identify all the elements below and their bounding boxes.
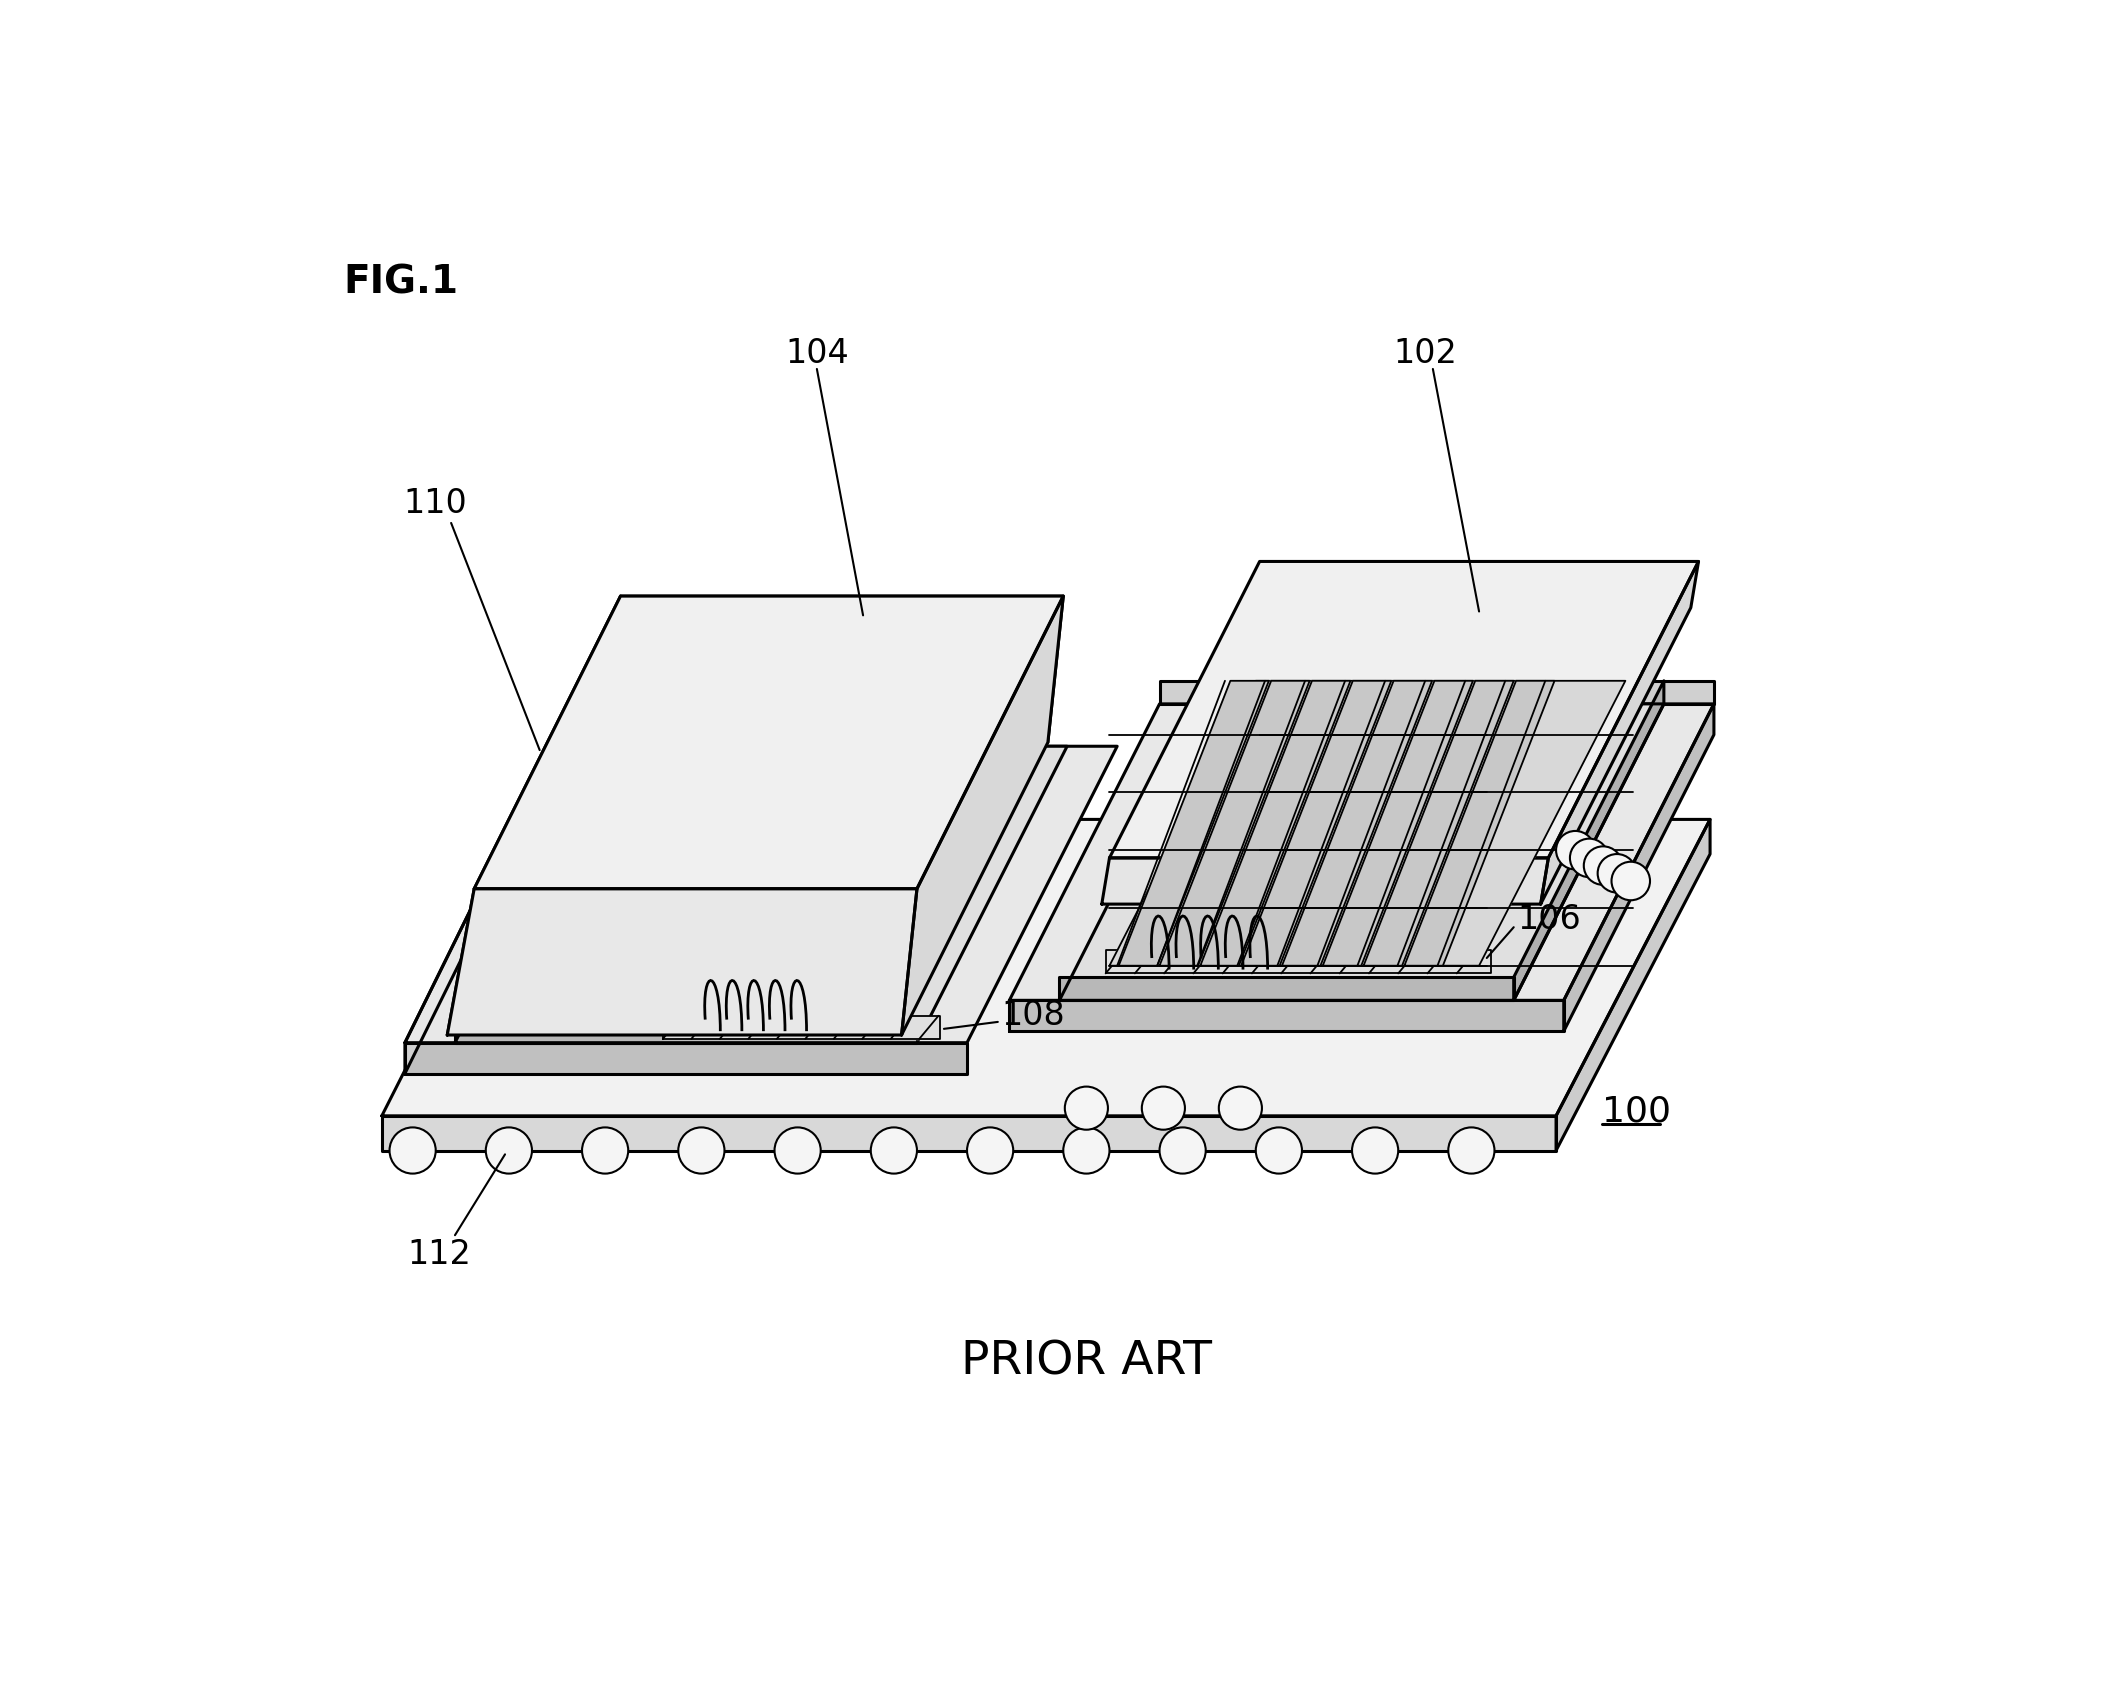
Polygon shape [1541, 561, 1699, 903]
Circle shape [1142, 1086, 1185, 1129]
Circle shape [1066, 1086, 1108, 1129]
Polygon shape [405, 746, 1117, 1042]
Polygon shape [1110, 561, 1699, 858]
Polygon shape [1159, 681, 1714, 703]
Circle shape [1555, 831, 1596, 870]
Circle shape [390, 1127, 437, 1173]
Polygon shape [1282, 681, 1432, 966]
Circle shape [485, 1127, 532, 1173]
Polygon shape [456, 746, 1068, 1042]
Polygon shape [405, 746, 551, 1073]
Text: 108: 108 [1002, 1000, 1066, 1032]
Polygon shape [456, 1020, 918, 1042]
Circle shape [1598, 854, 1636, 893]
Polygon shape [1564, 703, 1714, 1031]
Polygon shape [593, 597, 1064, 742]
Polygon shape [1322, 681, 1473, 966]
Polygon shape [1106, 951, 1490, 973]
Polygon shape [1159, 681, 1310, 966]
Circle shape [966, 1127, 1013, 1173]
Text: 104: 104 [784, 337, 850, 370]
Circle shape [776, 1127, 820, 1173]
Circle shape [1064, 1127, 1110, 1173]
Polygon shape [1363, 681, 1513, 966]
Polygon shape [663, 1015, 941, 1039]
Polygon shape [1405, 681, 1555, 966]
Circle shape [1447, 1127, 1494, 1173]
Text: 112: 112 [407, 1237, 473, 1271]
Circle shape [583, 1127, 627, 1173]
Polygon shape [1513, 681, 1663, 1000]
Circle shape [1352, 1127, 1399, 1173]
Polygon shape [405, 1042, 966, 1073]
Polygon shape [901, 597, 1064, 1036]
Circle shape [1583, 846, 1623, 885]
Polygon shape [1555, 819, 1710, 1151]
Circle shape [871, 1127, 918, 1173]
Text: 100: 100 [1602, 1095, 1672, 1129]
Polygon shape [1102, 858, 1549, 903]
Circle shape [1613, 861, 1651, 900]
Polygon shape [1060, 703, 1663, 1000]
Circle shape [1570, 839, 1608, 876]
Polygon shape [1242, 681, 1392, 966]
Text: 110: 110 [405, 486, 468, 520]
Polygon shape [1060, 978, 1513, 1000]
Text: 102: 102 [1392, 337, 1458, 370]
Circle shape [1257, 1127, 1301, 1173]
Circle shape [678, 1127, 725, 1173]
Polygon shape [447, 888, 918, 1036]
Text: FIG.1: FIG.1 [343, 263, 458, 302]
Circle shape [1218, 1086, 1263, 1129]
Circle shape [1159, 1127, 1206, 1173]
Polygon shape [1009, 1000, 1564, 1031]
Polygon shape [447, 597, 621, 1036]
Polygon shape [1110, 681, 1625, 966]
Polygon shape [1009, 703, 1714, 1000]
Polygon shape [475, 597, 1064, 888]
Polygon shape [381, 819, 1710, 1115]
Polygon shape [1119, 681, 1269, 966]
Polygon shape [381, 1115, 1555, 1151]
Polygon shape [1199, 681, 1350, 966]
Text: PRIOR ART: PRIOR ART [960, 1339, 1212, 1385]
Text: 106: 106 [1517, 903, 1581, 936]
